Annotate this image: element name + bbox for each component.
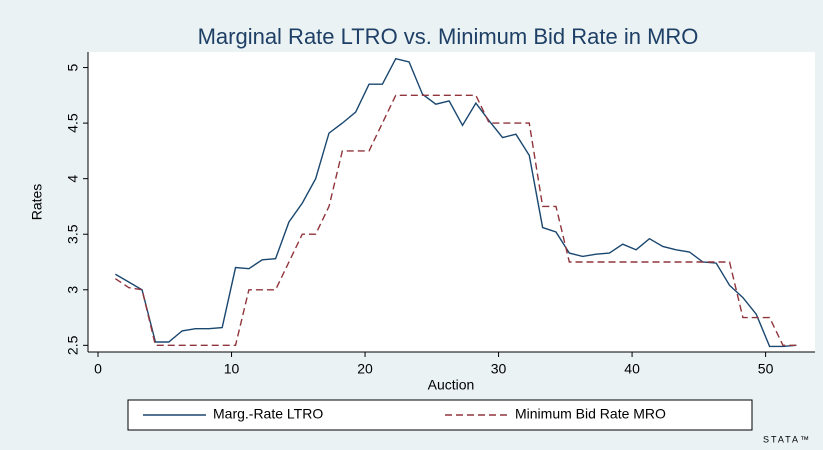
chart-title: Marginal Rate LTRO vs. Minimum Bid Rate …: [198, 24, 699, 49]
y-tick-label: 4.5: [65, 113, 81, 133]
y-tick-label: 3: [65, 286, 81, 294]
x-axis-title: Auction: [428, 377, 475, 393]
legend-label: Minimum Bid Rate MRO: [515, 406, 666, 422]
x-tick-label: 30: [491, 361, 507, 377]
x-tick-label: 0: [94, 361, 102, 377]
series-line: [115, 57, 797, 348]
y-tick-label: 5: [65, 63, 81, 71]
legend-label: Marg.-Rate LTRO: [213, 406, 323, 422]
logo: STATA™: [763, 434, 811, 444]
x-tick-label: 20: [357, 361, 373, 377]
x-tick-label: 50: [758, 361, 774, 377]
x-tick-label: 10: [224, 361, 240, 377]
legend: [127, 399, 753, 431]
y-tick-label: 4: [65, 175, 81, 183]
series-line: [114, 94, 797, 347]
y-tick-label: 3.5: [65, 224, 81, 244]
plot-area: [88, 52, 815, 352]
y-tick-label: 2.5: [65, 335, 81, 355]
y-axis-title: Rates: [29, 184, 45, 221]
x-tick-label: 40: [624, 361, 640, 377]
